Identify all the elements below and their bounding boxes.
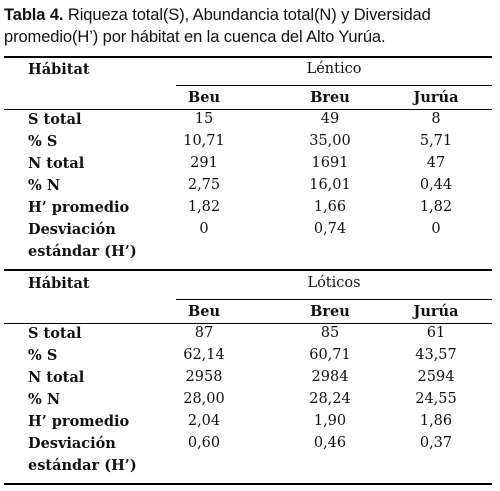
row-label: S total bbox=[28, 111, 82, 128]
column-header: Jurúa bbox=[413, 303, 459, 320]
group-rule bbox=[176, 299, 492, 300]
cell: 24,55 bbox=[415, 391, 457, 407]
row-label: H’ promedio bbox=[28, 199, 130, 216]
group-title: Léntico bbox=[306, 61, 362, 77]
cell: 62,14 bbox=[183, 347, 225, 363]
cell: 16,01 bbox=[309, 177, 351, 193]
table-row: H’ promedio 1,82 1,66 1,82 bbox=[4, 199, 492, 221]
table-caption: Tabla 4. Riqueza total(S), Abundancia to… bbox=[4, 4, 498, 48]
cell: 2,75 bbox=[187, 177, 221, 193]
table-row: % S 10,71 35,00 5,71 bbox=[4, 133, 492, 155]
table-row-continuation: estándar (H’) bbox=[4, 457, 492, 479]
row-label: % S bbox=[28, 133, 58, 150]
table-row: N total 2958 2984 2594 bbox=[4, 369, 492, 391]
row-label: N total bbox=[28, 155, 85, 172]
cell: 2984 bbox=[311, 369, 349, 385]
column-header: Breu bbox=[310, 303, 350, 320]
cell: 85 bbox=[320, 325, 340, 341]
cell: 2958 bbox=[185, 369, 223, 385]
section-header: Hábitat Lóticos bbox=[4, 275, 492, 297]
cell: 1,82 bbox=[187, 199, 221, 215]
cell: 1,82 bbox=[419, 199, 453, 215]
section-header: Hábitat Léntico bbox=[4, 61, 492, 83]
table-row: N total 291 1691 47 bbox=[4, 155, 492, 177]
group-title: Lóticos bbox=[307, 275, 361, 291]
cell: 35,00 bbox=[309, 133, 351, 149]
table-row: % N 2,75 16,01 0,44 bbox=[4, 177, 492, 199]
habitat-label: Hábitat bbox=[28, 61, 90, 78]
section-rule bbox=[4, 269, 492, 271]
cell: 10,71 bbox=[183, 133, 225, 149]
header-rule bbox=[4, 109, 492, 110]
row-label: % S bbox=[28, 347, 58, 364]
column-header: Breu bbox=[310, 89, 350, 106]
cell: 1691 bbox=[311, 155, 349, 171]
row-label: estándar (H’) bbox=[28, 243, 137, 260]
row-label: Desviación bbox=[28, 435, 116, 452]
top-rule bbox=[4, 56, 492, 58]
cell: 49 bbox=[320, 111, 340, 127]
group-rule bbox=[176, 85, 492, 86]
column-header-row: Beu Breu Jurúa bbox=[4, 89, 492, 111]
cell: 0 bbox=[199, 221, 209, 237]
row-label: % N bbox=[28, 391, 61, 408]
cell: 47 bbox=[426, 155, 446, 171]
table-row: H’ promedio 2,04 1,90 1,86 bbox=[4, 413, 492, 435]
table-row: S total 15 49 8 bbox=[4, 111, 492, 133]
cell: 0,44 bbox=[419, 177, 453, 193]
cell: 2,04 bbox=[187, 413, 221, 429]
header-rule bbox=[4, 323, 492, 324]
cell: 0,37 bbox=[419, 435, 453, 451]
caption-label: Tabla 4. bbox=[4, 6, 64, 24]
cell: 1,86 bbox=[419, 413, 453, 429]
cell: 0,46 bbox=[313, 435, 347, 451]
table-row: % S 62,14 60,71 43,57 bbox=[4, 347, 492, 369]
cell: 0,74 bbox=[313, 221, 347, 237]
row-label: H’ promedio bbox=[28, 413, 130, 430]
caption-text: Riqueza total(S), Abundancia total(N) y … bbox=[4, 6, 431, 46]
cell: 15 bbox=[194, 111, 214, 127]
cell: 87 bbox=[194, 325, 214, 341]
cell: 60,71 bbox=[309, 347, 351, 363]
cell: 28,00 bbox=[183, 391, 225, 407]
cell: 28,24 bbox=[309, 391, 351, 407]
cell: 8 bbox=[431, 111, 441, 127]
cell: 1,90 bbox=[313, 413, 347, 429]
cell: 61 bbox=[426, 325, 446, 341]
column-header-row: Beu Breu Jurúa bbox=[4, 303, 492, 325]
table-row: Desviación 0,60 0,46 0,37 bbox=[4, 435, 492, 457]
table-row: % N 28,00 28,24 24,55 bbox=[4, 391, 492, 413]
column-header: Beu bbox=[187, 89, 221, 106]
cell: 1,66 bbox=[313, 199, 347, 215]
cell: 5,71 bbox=[419, 133, 453, 149]
row-label: % N bbox=[28, 177, 61, 194]
cell: 291 bbox=[190, 155, 218, 171]
habitat-label: Hábitat bbox=[28, 275, 90, 292]
cell: 2594 bbox=[417, 369, 455, 385]
row-label: estándar (H’) bbox=[28, 457, 137, 474]
column-header: Beu bbox=[187, 303, 221, 320]
row-label: S total bbox=[28, 325, 82, 342]
row-label: N total bbox=[28, 369, 85, 386]
cell: 43,57 bbox=[415, 347, 457, 363]
table-row: Desviación 0 0,74 0 bbox=[4, 221, 492, 243]
row-label: Desviación bbox=[28, 221, 116, 238]
bottom-rule bbox=[4, 483, 492, 485]
cell: 0 bbox=[431, 221, 441, 237]
table-row: S total 87 85 61 bbox=[4, 325, 492, 347]
cell: 0,60 bbox=[187, 435, 221, 451]
table-row-continuation: estándar (H’) bbox=[4, 243, 492, 265]
column-header: Jurúa bbox=[413, 89, 459, 106]
